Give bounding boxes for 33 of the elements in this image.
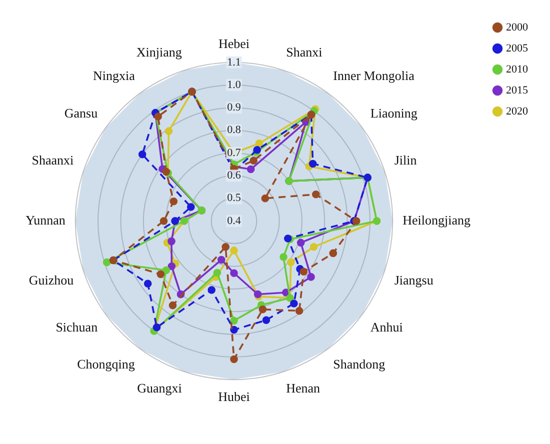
- legend-label: 2000: [506, 21, 528, 34]
- spoke-label: Xinjiang: [136, 44, 182, 60]
- spoke-label: Jilin: [394, 152, 418, 168]
- spoke-label: Anhui: [370, 319, 404, 334]
- spoke-label: Yunnan: [26, 212, 66, 228]
- y-tick-label: 0.5: [227, 192, 242, 204]
- spoke-label: Jiangsu: [394, 272, 434, 288]
- legend-label: 2010: [506, 63, 528, 76]
- legend-label: 2020: [506, 105, 528, 118]
- y-tick-label: 0.4: [227, 214, 242, 227]
- y-tick-label: 1.0: [227, 78, 242, 91]
- spoke-label: Hebei: [218, 36, 250, 51]
- spoke-label: Ningxia: [92, 68, 136, 84]
- spoke-label: Heilongjiang: [402, 212, 471, 228]
- spoke-label: Guangxi: [137, 380, 182, 396]
- spoke-label: Shaanxi: [32, 152, 74, 168]
- y-tick-label: 0.9: [227, 102, 242, 114]
- spoke-label: Henan: [286, 380, 321, 396]
- spoke-label: Guizhou: [28, 272, 74, 288]
- spoke-label: Shanxi: [286, 44, 323, 60]
- y-tick-label: 0.8: [227, 124, 242, 136]
- spoke-label: Chongqing: [77, 356, 136, 372]
- y-tick-label: 1.1: [227, 56, 241, 68]
- y-tick-label: 0.6: [227, 170, 242, 182]
- spoke-label: Liaoning: [370, 106, 418, 121]
- spoke-label: Sichuan: [56, 319, 98, 334]
- spoke-label: Hubei: [218, 388, 250, 404]
- legend-label: 2015: [506, 84, 528, 96]
- spoke-label: Gansu: [64, 106, 98, 121]
- spoke-label: Inner Mongolia: [333, 68, 415, 84]
- spoke-label: Shandong: [333, 356, 386, 372]
- legend-label: 2005: [506, 42, 528, 54]
- y-tick-label: 0.7: [227, 146, 242, 159]
